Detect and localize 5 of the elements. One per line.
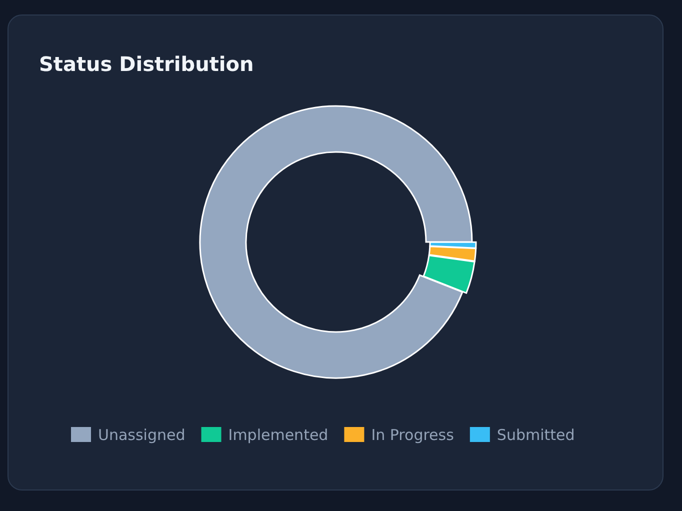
legend-label: Implemented [228,426,328,444]
legend-label: Unassigned [98,426,186,444]
legend-label: Submitted [496,426,575,444]
chart-title: Status Distribution [39,52,254,76]
legend-label: In Progress [371,426,454,444]
